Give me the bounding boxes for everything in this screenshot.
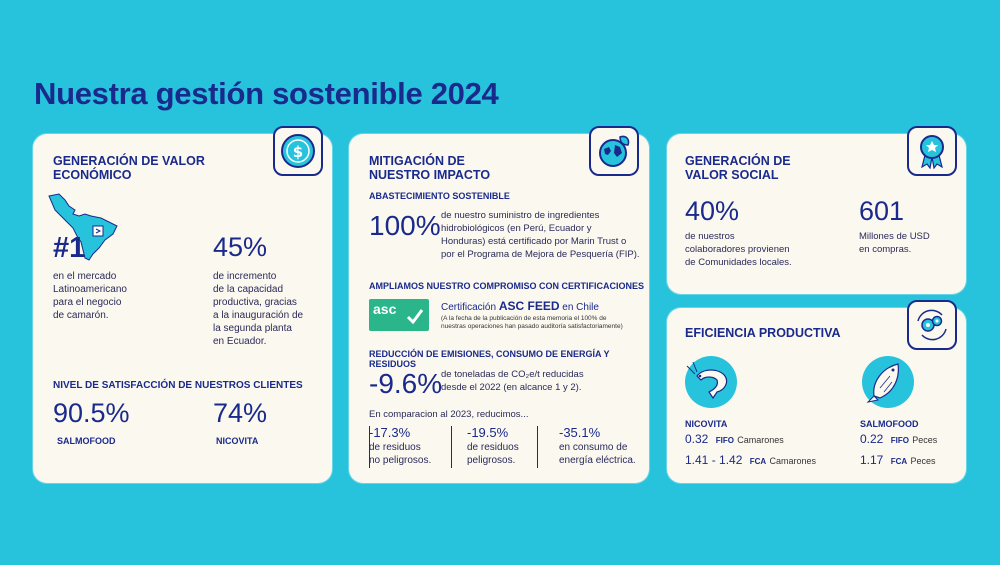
- rank-text: en el mercado Latinoamericano para el nego…: [53, 271, 127, 321]
- globe-leaf-icon: [589, 126, 639, 176]
- emissions-value: -9.6%: [369, 368, 443, 399]
- collaborators-text: de nuestros colaboradores provienen de Com…: [685, 231, 792, 268]
- economic-value-card: $ GENERACIÓN DE VALOR ECONÓMICO #1 en el …: [33, 126, 332, 483]
- salmofood-efficiency-label: SALMOFOOD: [860, 419, 919, 429]
- reduction-item: -19.5% de residuos peligrosos.: [467, 425, 519, 466]
- divider: [369, 426, 370, 468]
- capacity-value: 45%: [213, 232, 268, 262]
- sourcing-value: 100%: [369, 210, 441, 241]
- purchases-text: Millones de USD en compras.: [859, 231, 930, 255]
- social-card-title: GENERACIÓN DE VALOR SOCIAL: [685, 154, 791, 182]
- salmofood-label: SALMOFOOD: [57, 436, 116, 446]
- award-ribbon-icon: [907, 126, 957, 176]
- nicovita-label: NICOVITA: [216, 436, 259, 446]
- rank-value: #1: [53, 232, 86, 264]
- compare-text: En comparacion al 2023, reducimos...: [369, 409, 529, 420]
- nicovita-efficiency-label: NICOVITA: [685, 419, 728, 429]
- nicovita-fifo-row: 0.32 FIFO Camarones: [685, 432, 784, 446]
- capacity-text: de incremento de la capacidad productiva, …: [213, 271, 304, 347]
- social-value-card: GENERACIÓN DE VALOR SOCIAL 40% de nuestro…: [667, 126, 966, 294]
- reduction-item: -17.3% de residuos no peligrosos.: [369, 425, 432, 466]
- divider: [537, 426, 538, 468]
- svg-text:$: $: [293, 143, 303, 161]
- economic-card-title: GENERACIÓN DE VALOR ECONÓMICO: [53, 154, 205, 182]
- divider: [451, 426, 452, 468]
- impact-mitigation-card: MITIGACIÓN DE NUESTRO IMPACTO ABASTECIMIE…: [349, 126, 649, 483]
- satisfaction-title: NIVEL DE SATISFACCIÓN DE NUESTROS CLIENT…: [53, 380, 303, 391]
- emissions-title: REDUCCIÓN DE EMISIONES, CONSUMO DE ENERG…: [369, 349, 610, 369]
- impact-card-title: MITIGACIÓN DE NUESTRO IMPACTO: [369, 154, 491, 182]
- salmofood-fca-row: 1.17 FCA Peces: [860, 453, 936, 467]
- shrimp-icon: [683, 354, 739, 415]
- salmofood-satisfaction-value: 90.5%: [53, 398, 130, 428]
- nicovita-fca-row: 1.41 - 1.42 FCA Camarones: [685, 453, 817, 467]
- efficiency-card-title: EFICIENCIA PRODUCTIVA: [685, 326, 841, 340]
- asc-logo: asc: [369, 299, 429, 331]
- sourcing-text: de nuestro suministro de ingredientes hid…: [441, 210, 640, 260]
- certification-text: Certificación ASC FEED en Chile: [441, 299, 599, 314]
- latin-america-map-icon: [47, 192, 127, 267]
- collaborators-value: 40%: [685, 196, 740, 226]
- reduction-item: -35.1% en consumo de energía eléctrica.: [559, 425, 636, 466]
- productive-efficiency-card: EFICIENCIA PRODUCTIVA NICOVITA 0.32 FIFO…: [667, 300, 966, 483]
- certification-title: AMPLIAMOS NUESTRO COMPROMISO CON CERTIFI…: [369, 281, 645, 291]
- nicovita-satisfaction-value: 74%: [213, 398, 268, 428]
- salmofood-fifo-row: 0.22 FIFO Peces: [860, 432, 938, 446]
- fish-icon: [860, 354, 916, 415]
- dollar-coin-icon: $: [273, 126, 323, 176]
- purchases-value: 601: [859, 196, 905, 226]
- page-title: Nuestra gestión sostenible 2024: [34, 76, 499, 111]
- sourcing-title: ABASTECIMIENTO SOSTENIBLE: [369, 191, 510, 201]
- emissions-text: de toneladas de CO₂e/t reducidas desde el…: [441, 369, 584, 393]
- gears-cycle-icon: [907, 300, 957, 350]
- certification-note: (A la fecha de la publicación de esta me…: [441, 315, 623, 330]
